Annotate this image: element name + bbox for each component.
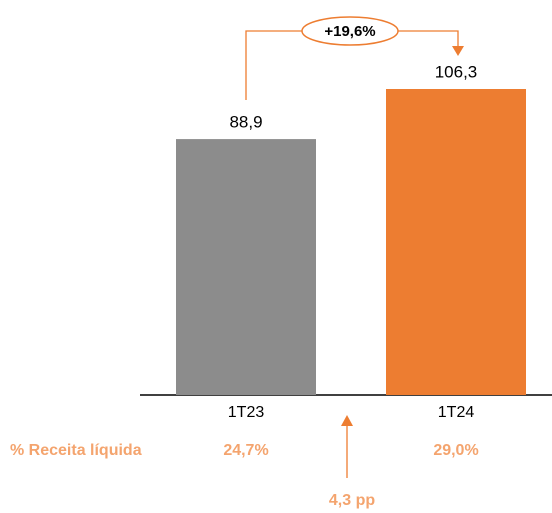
x-tick-label: 1T23	[228, 404, 265, 421]
row-value: 24,7%	[223, 442, 268, 459]
row-label: % Receita líquida	[10, 442, 142, 459]
row-value: 29,0%	[433, 442, 478, 459]
growth-bracket	[245, 30, 459, 100]
growth-label: +19,6%	[324, 23, 375, 40]
x-tick-label: 1T24	[438, 404, 475, 421]
value-label: 88,9	[229, 113, 262, 132]
bar	[176, 139, 316, 395]
difference-arrowhead	[341, 415, 353, 426]
value-label: 106,3	[435, 62, 478, 81]
difference-label: 4,3 pp	[329, 492, 375, 509]
bar	[386, 89, 526, 395]
growth-arrowhead	[452, 46, 464, 56]
growth-badge	[301, 16, 399, 46]
